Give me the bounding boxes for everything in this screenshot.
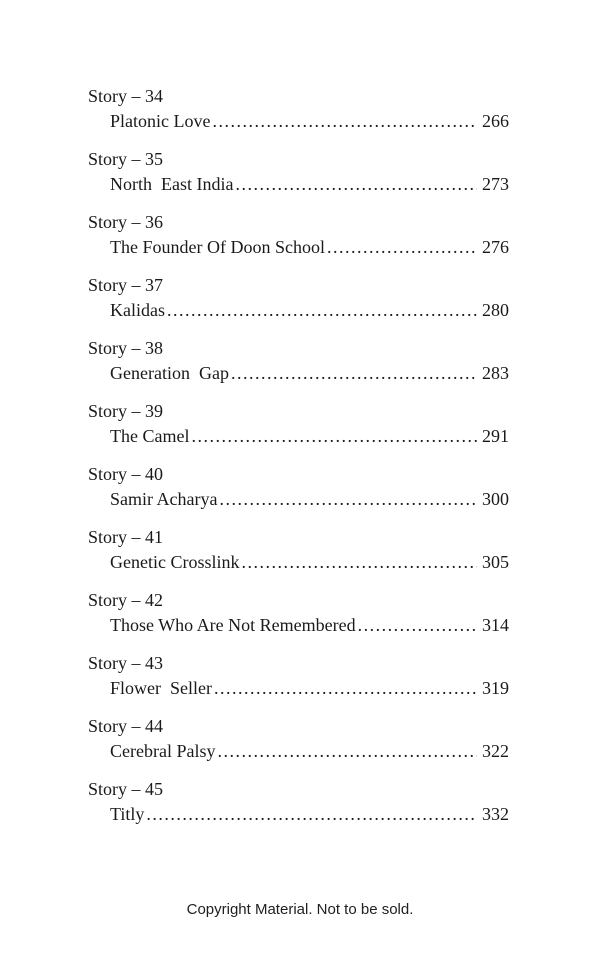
- story-heading: Story – 41: [88, 527, 164, 547]
- toc-entry: Story – 40 Samir Acharya ...............…: [88, 462, 509, 512]
- toc-entry: Story – 38 Generation Gap ..............…: [88, 336, 509, 386]
- story-heading: Story – 35: [88, 149, 164, 169]
- story-title: Platonic Love: [110, 111, 211, 131]
- story-title: The Camel: [110, 426, 190, 446]
- dot-leader: ........................................…: [146, 804, 477, 824]
- page-number: 266: [482, 111, 509, 131]
- story-title: Genetic Crosslink: [110, 552, 240, 572]
- page-number: 314: [482, 615, 509, 635]
- toc-row: The Founder Of Doon School .............…: [110, 235, 509, 260]
- story-heading: Story – 34: [88, 86, 164, 106]
- story-heading: Story – 38: [88, 338, 164, 358]
- dot-leader: ........................................…: [212, 111, 477, 131]
- page-number: 319: [482, 678, 509, 698]
- story-heading: Story – 45: [88, 779, 164, 799]
- story-heading: Story – 40: [88, 464, 164, 484]
- page-number: 322: [482, 741, 509, 761]
- story-heading: Story – 43: [88, 653, 164, 673]
- toc-row: Those Who Are Not Remembered ...........…: [110, 613, 509, 638]
- story-heading: Story – 37: [88, 275, 164, 295]
- page-number: 273: [482, 174, 509, 194]
- dot-leader: ........................................…: [191, 426, 477, 446]
- dot-leader: ........................................…: [235, 174, 477, 194]
- dot-leader: ........................................…: [213, 678, 477, 698]
- toc-row: Genetic Crosslink ......................…: [110, 550, 509, 575]
- toc-row: Kalidas ................................…: [110, 298, 509, 323]
- story-title: North East India: [110, 174, 234, 194]
- toc-row: Generation Gap .........................…: [110, 361, 509, 386]
- story-title: Those Who Are Not Remembered: [110, 615, 356, 635]
- story-title: The Founder Of Doon School: [110, 237, 325, 257]
- toc-row: The Camel ..............................…: [110, 424, 509, 449]
- story-heading: Story – 42: [88, 590, 164, 610]
- toc-entry: Story – 39 The Camel ...................…: [88, 399, 509, 449]
- toc-entry: Story – 41 Genetic Crosslink ...........…: [88, 525, 509, 575]
- story-title: Cerebral Palsy: [110, 741, 216, 761]
- page-number: 291: [482, 426, 509, 446]
- toc-row: Titly ..................................…: [110, 802, 509, 827]
- page-number: 276: [482, 237, 509, 257]
- toc-entry: Story – 35 North East India ............…: [88, 147, 509, 197]
- story-title: Generation Gap: [110, 363, 229, 383]
- story-title: Titly: [110, 804, 145, 824]
- story-heading: Story – 44: [88, 716, 164, 736]
- toc-row: North East India .......................…: [110, 172, 509, 197]
- dot-leader: ........................................…: [166, 300, 477, 320]
- story-title: Samir Acharya: [110, 489, 218, 509]
- dot-leader: ........................................…: [217, 741, 477, 761]
- toc-entry: Story – 42 Those Who Are Not Remembered …: [88, 588, 509, 638]
- toc-row: Samir Acharya ..........................…: [110, 487, 509, 512]
- toc-row: Cerebral Palsy .........................…: [110, 739, 509, 764]
- toc-entry: Story – 34 Platonic Love ...............…: [88, 84, 509, 134]
- toc-entry: Story – 36 The Founder Of Doon School ..…: [88, 210, 509, 260]
- toc-row: Platonic Love ..........................…: [110, 109, 509, 134]
- copyright-notice: Copyright Material. Not to be sold.: [186, 901, 414, 918]
- story-heading: Story – 36: [88, 212, 164, 232]
- dot-leader: ........................................…: [230, 363, 477, 383]
- page-number: 283: [482, 363, 509, 383]
- story-heading: Story – 39: [88, 401, 164, 421]
- page-number: 300: [482, 489, 509, 509]
- page-number: 280: [482, 300, 509, 320]
- table-of-contents: Story – 34 Platonic Love ...............…: [88, 84, 509, 840]
- story-title: Kalidas: [110, 300, 165, 320]
- dot-leader: ........................................…: [219, 489, 477, 509]
- toc-entry: Story – 37 Kalidas .....................…: [88, 273, 509, 323]
- toc-entry: Story – 43 Flower Seller ...............…: [88, 651, 509, 701]
- page-number: 305: [482, 552, 509, 572]
- toc-entry: Story – 45 Titly .......................…: [88, 777, 509, 827]
- toc-row: Flower Seller ..........................…: [110, 676, 509, 701]
- dot-leader: ........................................…: [326, 237, 477, 257]
- dot-leader: ........................................…: [357, 615, 477, 635]
- dot-leader: ........................................…: [241, 552, 477, 572]
- toc-entry: Story – 44 Cerebral Palsy ..............…: [88, 714, 509, 764]
- page-number: 332: [482, 804, 509, 824]
- story-title: Flower Seller: [110, 678, 212, 698]
